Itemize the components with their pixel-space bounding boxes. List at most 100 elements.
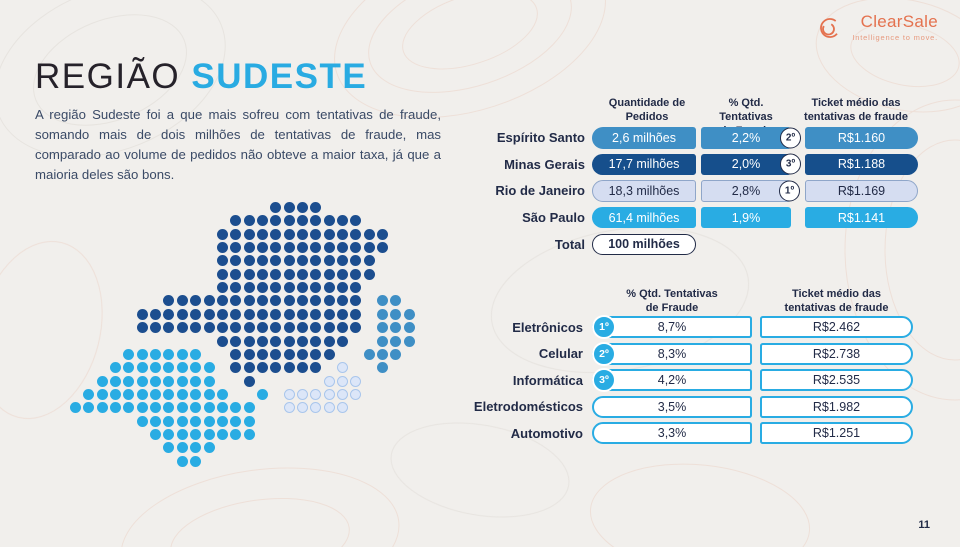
map-dot-sao-paulo (150, 348, 162, 360)
map-dot-minas-gerais (283, 348, 295, 360)
map-dot-sao-paulo (176, 402, 188, 414)
ticket-cell: R$1.141 (805, 206, 918, 229)
map-dot-sao-paulo (83, 402, 95, 414)
map-dot-minas-gerais (283, 202, 295, 213)
map-dot-sao-paulo (163, 442, 175, 454)
map-dot-minas-gerais (243, 215, 255, 227)
map-dot-rio-de-janeiro (337, 375, 348, 387)
map-dot-minas-gerais (270, 242, 282, 254)
map-dot-sao-paulo (216, 428, 228, 440)
map-dot-minas-gerais (350, 322, 362, 334)
map-dot-minas-gerais (283, 242, 295, 254)
map-dot-minas-gerais (310, 242, 322, 254)
states-header-orders-line1: Quantidade de (608, 97, 686, 109)
map-dot-minas-gerais (203, 322, 215, 334)
map-dot-sao-paulo (136, 415, 148, 427)
map-dot-minas-gerais (150, 308, 162, 320)
map-dot-sao-paulo (150, 362, 162, 374)
map-dot-minas-gerais (310, 335, 322, 347)
map-dot-sao-paulo (110, 362, 122, 374)
map-dot-rio-de-janeiro (350, 388, 362, 400)
map-dot-sao-paulo (203, 428, 215, 440)
map-dot-sao-paulo (136, 388, 148, 400)
map-dot-sao-paulo (230, 402, 242, 414)
map-dot-minas-gerais (243, 282, 255, 294)
categories-header-ticket: Ticket médio das tentativas de fraude (760, 288, 913, 316)
category-rank-badge: 2º (592, 341, 616, 366)
categories-header-fraud-line2: de Fraude (645, 301, 699, 314)
map-dot-minas-gerais (323, 255, 335, 267)
map-dot-minas-gerais (310, 362, 322, 374)
map-dot-rio-de-janeiro (310, 402, 322, 414)
map-dot-sao-paulo (190, 415, 202, 427)
map-dot-minas-gerais (337, 295, 348, 307)
map-dot-rio-de-janeiro (310, 388, 322, 400)
categories-header-fraud-line1: % Qtd. Tentativas (626, 288, 718, 300)
map-dot-minas-gerais (190, 295, 202, 307)
categories-header-fraud: % Qtd. Tentativas de Fraude (597, 288, 747, 316)
map-dot-minas-gerais (283, 335, 295, 347)
map-dot-minas-gerais (270, 322, 282, 334)
category-fraud-pct-cell: 3,3% (592, 422, 752, 444)
map-dot-minas-gerais (296, 282, 308, 294)
map-dot-minas-gerais (216, 242, 228, 254)
map-dot-minas-gerais (350, 268, 362, 280)
map-dot-minas-gerais (310, 255, 322, 267)
map-dot-minas-gerais (270, 268, 282, 280)
map-dot-minas-gerais (296, 348, 308, 360)
map-dot-minas-gerais (296, 268, 308, 280)
map-dot-minas-gerais (337, 215, 348, 227)
map-dot-minas-gerais (270, 362, 282, 374)
category-fraud-pct-cell: 8,3% 2º (592, 341, 752, 366)
categories-row: Celular 8,3% 2º R$2.738 (440, 341, 913, 366)
map-dot-minas-gerais (230, 215, 242, 227)
map-dot-minas-gerais (350, 228, 362, 240)
map-dot-minas-gerais (350, 308, 362, 320)
map-dot-minas-gerais (296, 228, 308, 240)
map-dot-espirito-santo (403, 322, 415, 334)
map-dot-minas-gerais (243, 322, 255, 334)
map-dot-minas-gerais (216, 335, 228, 347)
map-dot-minas-gerais (163, 322, 175, 334)
map-dot-sao-paulo (190, 455, 202, 467)
map-dot-minas-gerais (310, 202, 322, 213)
map-dot-minas-gerais (323, 242, 335, 254)
map-dot-minas-gerais (296, 255, 308, 267)
map-dot-minas-gerais (176, 322, 188, 334)
rank-badge: 2º (780, 127, 801, 149)
map-dot-minas-gerais (256, 335, 268, 347)
map-dot-rio-de-janeiro (337, 362, 348, 374)
map-dot-minas-gerais (216, 255, 228, 267)
map-dot-sao-paulo (230, 428, 242, 440)
map-dot-sao-paulo (243, 402, 255, 414)
map-dot-minas-gerais (216, 295, 228, 307)
map-dot-minas-gerais (203, 295, 215, 307)
map-dot-sao-paulo (83, 388, 95, 400)
map-dot-minas-gerais (243, 362, 255, 374)
category-ticket-cell: R$2.462 (760, 316, 913, 338)
fraud-pct-cell: 1,9% (701, 206, 791, 229)
map-dot-sao-paulo (190, 402, 202, 414)
map-dot-rio-de-janeiro (337, 402, 348, 414)
categories-row: Automotivo 3,3% R$1.251 (440, 422, 913, 444)
total-label: Total (554, 236, 585, 252)
map-dot-minas-gerais (230, 308, 242, 320)
map-dot-minas-gerais (150, 322, 162, 334)
map-dot-minas-gerais (243, 268, 255, 280)
map-dot-minas-gerais (256, 348, 268, 360)
map-dot-minas-gerais (350, 282, 362, 294)
map-dot-rio-de-janeiro (283, 402, 295, 414)
map-dot-minas-gerais (377, 242, 389, 254)
map-dot-minas-gerais (256, 295, 268, 307)
map-dot-sao-paulo (216, 402, 228, 414)
map-dot-minas-gerais (337, 322, 348, 334)
map-dot-espirito-santo (363, 348, 375, 360)
intro-paragraph: A região Sudeste foi a que mais sofreu c… (35, 107, 441, 183)
map-dot-sao-paulo (150, 428, 162, 440)
map-dot-minas-gerais (350, 215, 362, 227)
map-dot-sao-paulo (136, 375, 148, 387)
map-dot-minas-gerais (230, 322, 242, 334)
category-rank-badge: 3º (592, 368, 616, 392)
category-label: Eletrônicos (512, 319, 583, 335)
